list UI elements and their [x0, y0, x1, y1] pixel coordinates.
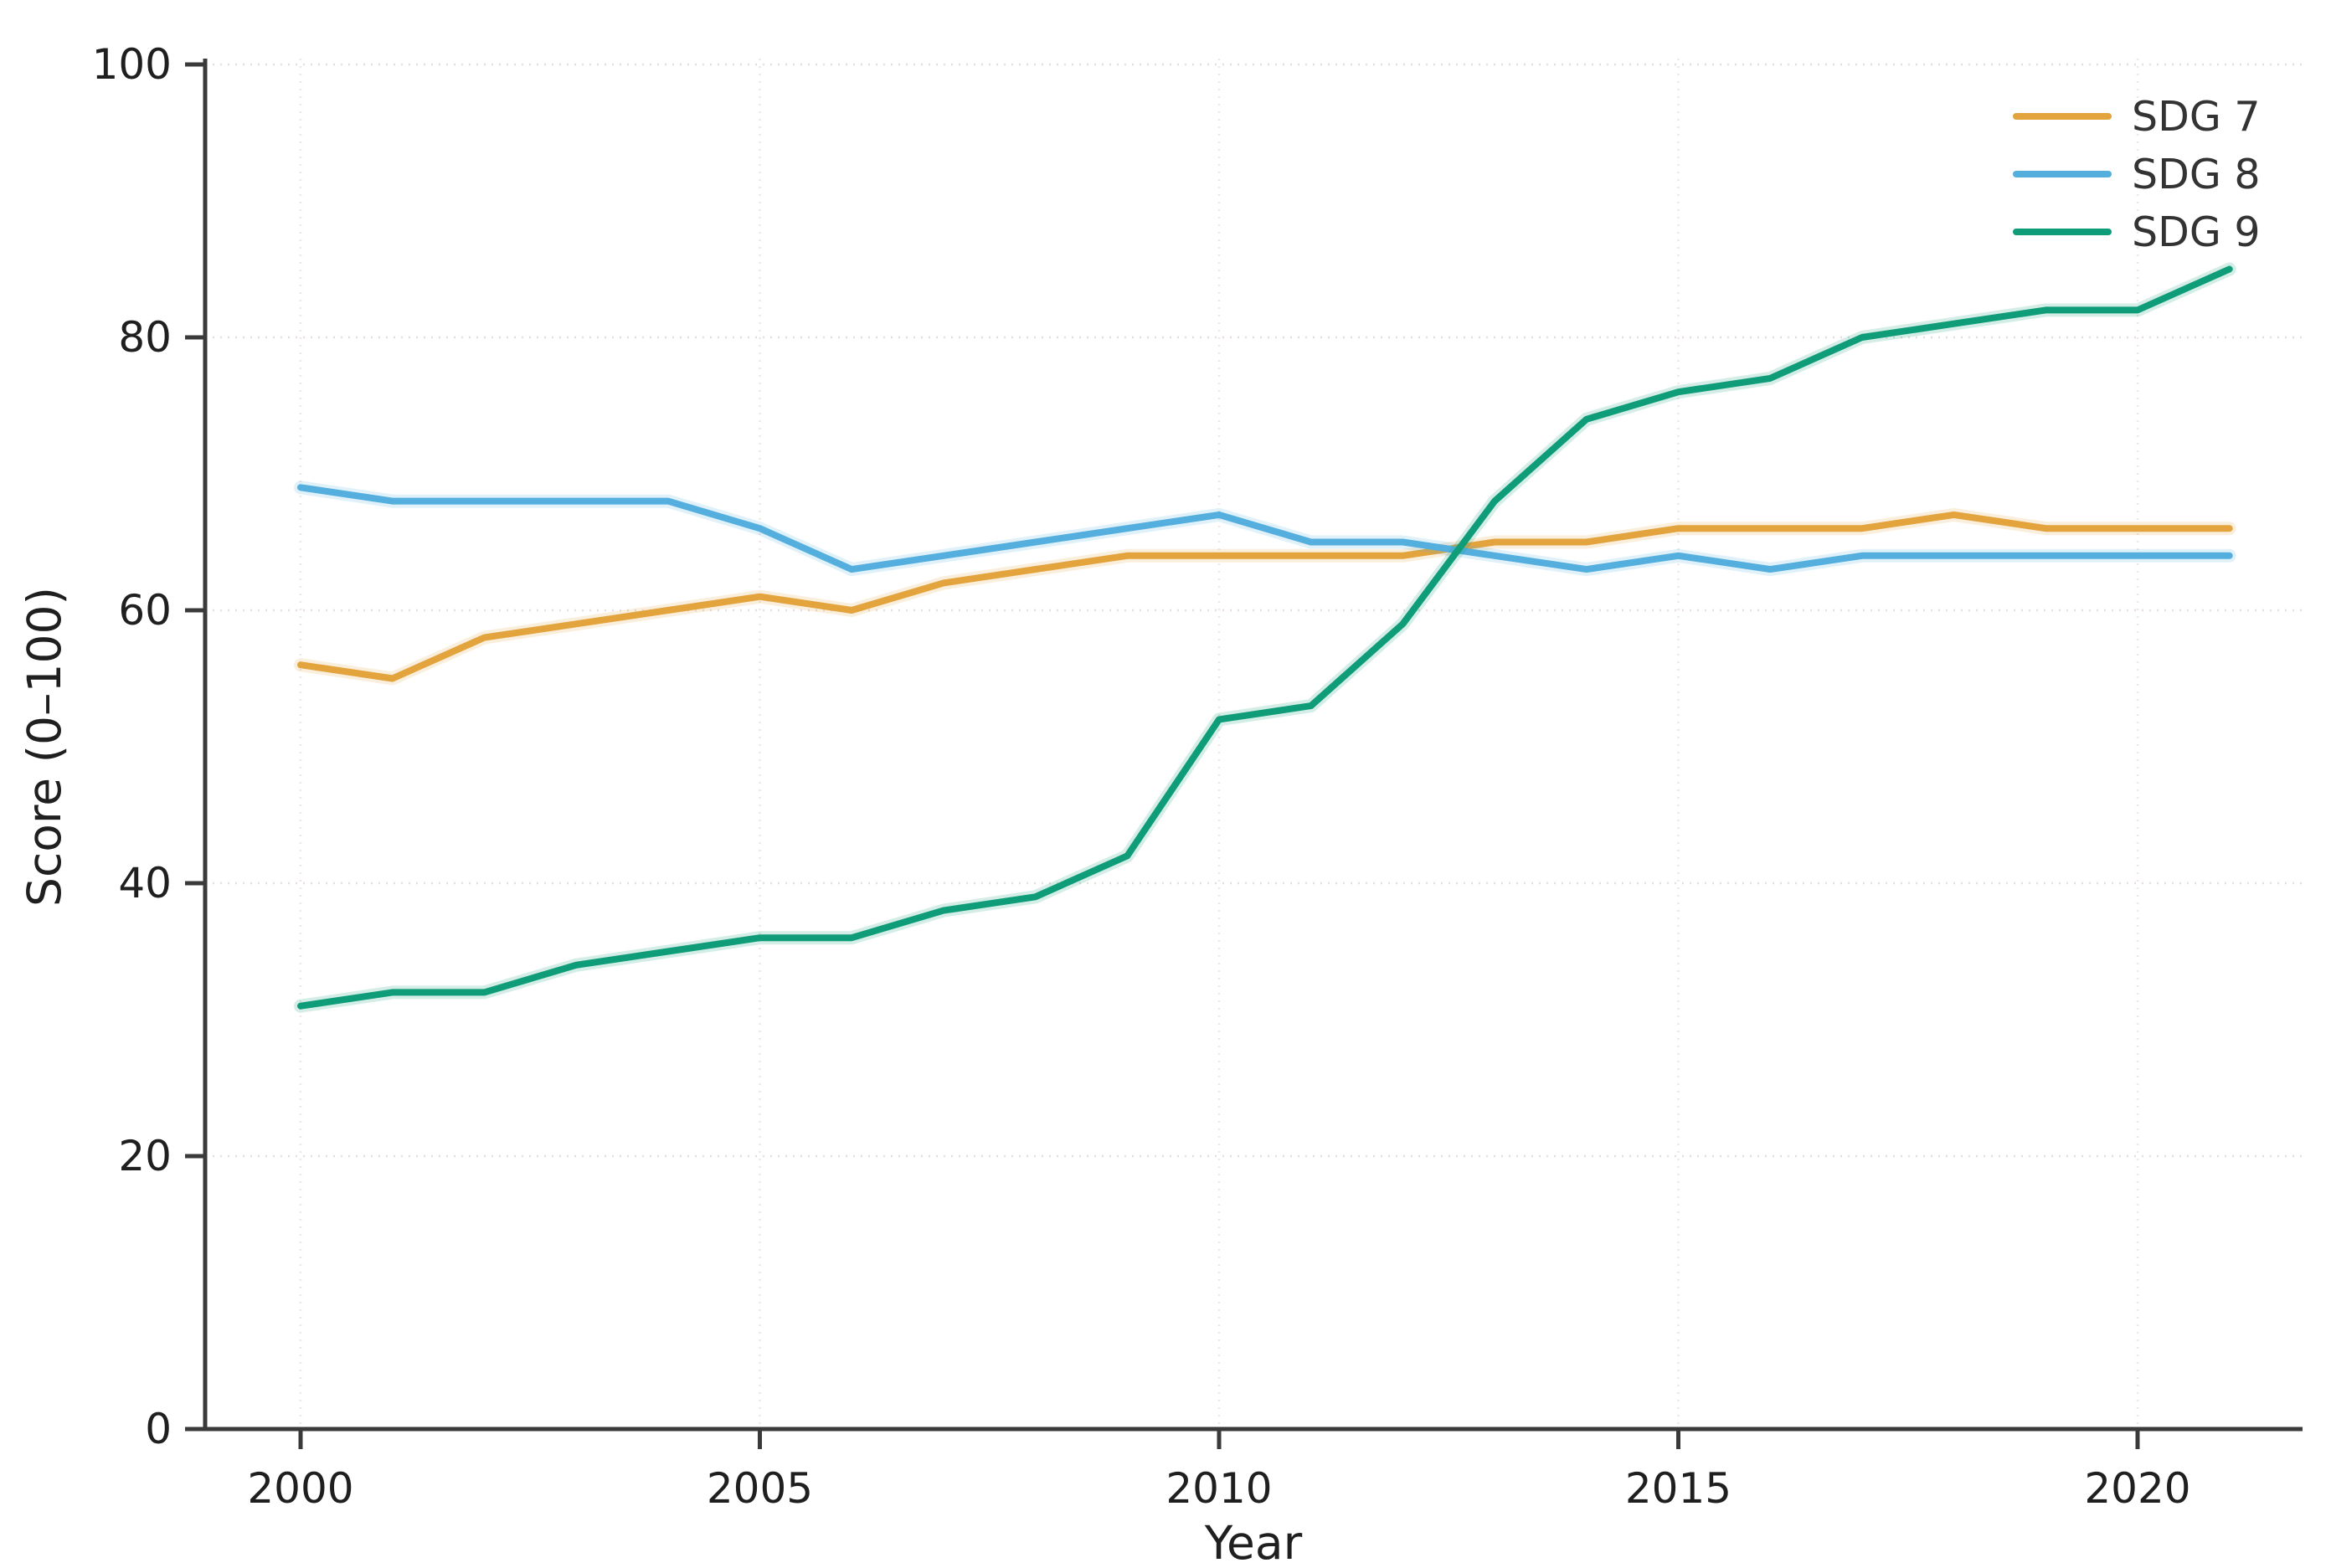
axes-layer: 0 20 40 60 80 100 2000 2005 2010 2015 2020 [92, 40, 2303, 1513]
legend-label-sdg-8: SDG 8 [2132, 151, 2261, 198]
x-tick-label: 2010 [1166, 1464, 1272, 1513]
y-tick-label: 0 [145, 1405, 172, 1453]
legend-item-sdg-7: SDG 7 [2013, 93, 2261, 141]
y-tick-label: 60 [118, 586, 172, 635]
x-tick-label: 2020 [2084, 1464, 2190, 1513]
x-tick-label: 2005 [707, 1464, 813, 1513]
x-tick-label: 2000 [247, 1464, 353, 1513]
series-layer [294, 262, 2236, 1013]
legend-item-sdg-8: SDG 8 [2013, 151, 2261, 198]
legend-label-sdg-9: SDG 9 [2132, 208, 2261, 256]
y-tick-label: 100 [92, 40, 172, 89]
legend-label-sdg-7: SDG 7 [2132, 93, 2261, 141]
legend: SDG 7 SDG 8 SDG 9 [2013, 93, 2261, 256]
x-axis-label: Year [1204, 1516, 1303, 1568]
series-glow-sdg-9 [294, 262, 2236, 1013]
y-tick-label: 20 [118, 1132, 172, 1180]
y-tick-label: 80 [118, 313, 172, 362]
grid-layer [205, 59, 2303, 1429]
series-line-sdg-8 [297, 484, 2233, 573]
y-tick-label: 40 [118, 859, 172, 907]
x-tick-label: 2015 [1625, 1464, 1732, 1513]
legend-item-sdg-9: SDG 9 [2013, 208, 2261, 256]
series-line-sdg-7 [297, 511, 2233, 682]
series-glow-sdg-7 [294, 507, 2236, 686]
series-line-sdg-9 [297, 265, 2233, 1010]
y-axis-label: Score (0–100) [18, 587, 71, 907]
